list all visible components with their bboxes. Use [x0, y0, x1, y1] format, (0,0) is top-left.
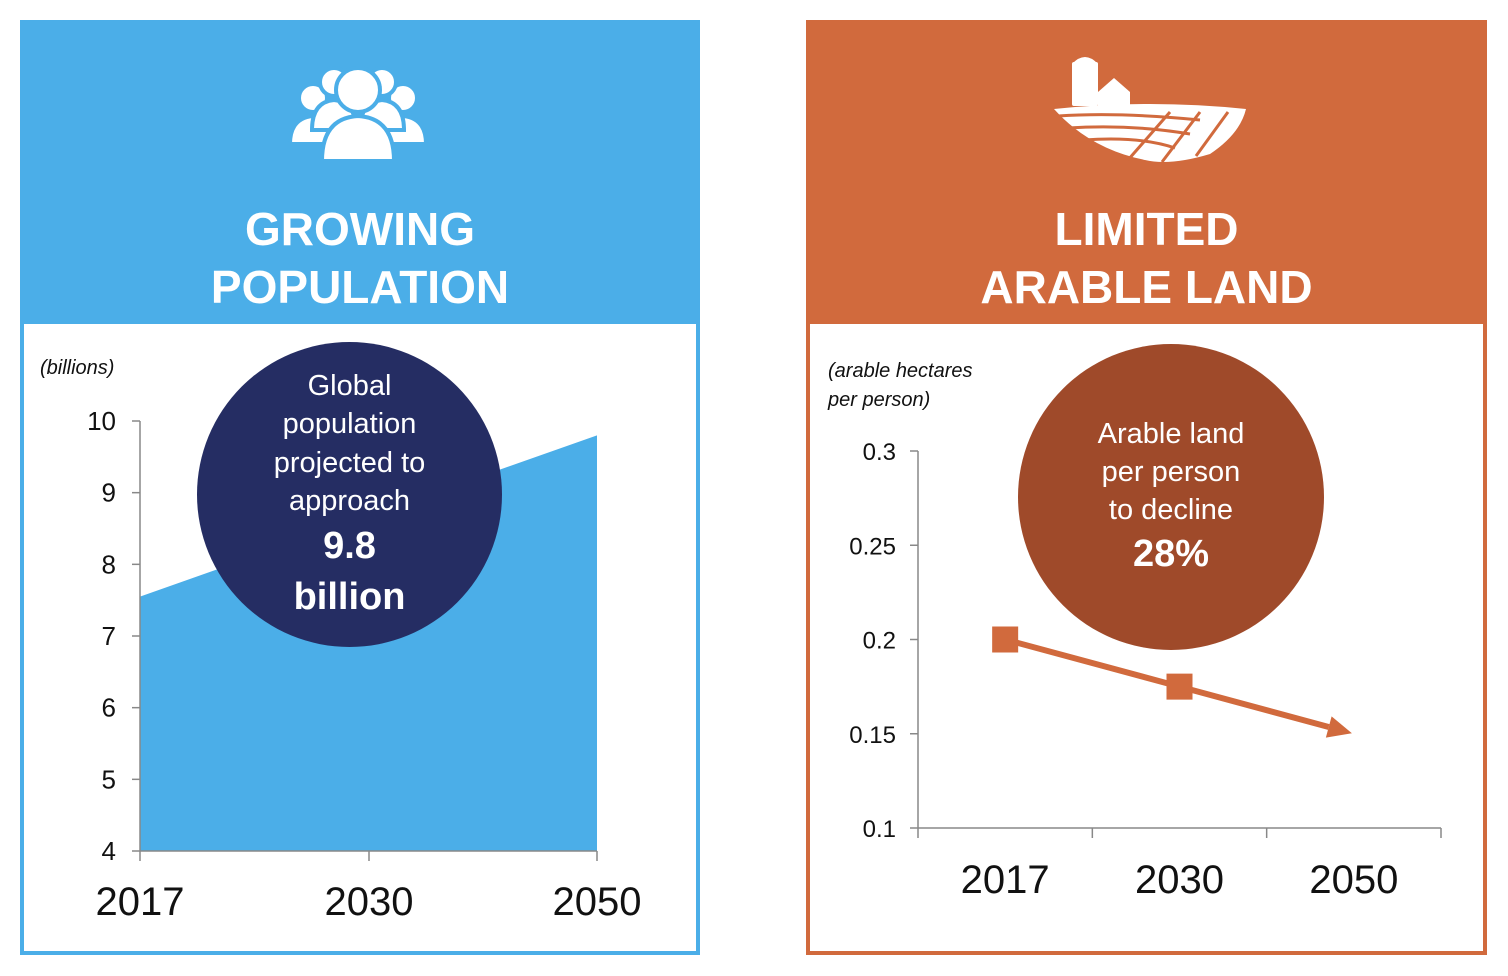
arable-land-y-tick-label: 0.3: [863, 439, 896, 466]
population-callout-unit: billion: [293, 575, 406, 618]
arable-land-x-tick-label: 2050: [1309, 858, 1398, 902]
arable-land-unit-line-1: (arable hectares: [828, 360, 973, 382]
population-y-tick-label: 4: [102, 836, 116, 866]
population-y-tick-label: 6: [102, 693, 116, 723]
population-header: GROWING POPULATION: [24, 24, 696, 324]
population-y-tick-label: 10: [87, 406, 116, 436]
population-callout-line-4: approach: [289, 485, 410, 517]
arable-land-y-tick-label: 0.25: [849, 533, 896, 560]
arable-land-callout-value: 28%: [1132, 533, 1210, 575]
arable-land-arrow-head: [1325, 716, 1352, 738]
population-callout-line-2: population: [282, 408, 417, 440]
population-x-tick-label: 2050: [553, 880, 642, 924]
arable-land-data-point: [992, 626, 1019, 653]
arable-land-unit-label: (arable hectares per person): [828, 357, 973, 415]
population-unit-label: (billions): [40, 357, 115, 379]
population-y-tick-label: 5: [102, 764, 116, 794]
population-y-tick-label: 8: [102, 549, 116, 579]
population-title-line-2: POPULATION: [210, 261, 510, 313]
arable-land-callout-line-1: Arable land: [1097, 418, 1245, 450]
arable-land-unit-line-2: per person): [828, 389, 931, 411]
population-x-tick-label: 2030: [325, 880, 414, 924]
population-callout-line-3: projected to: [273, 446, 426, 479]
arable-land-callout-line-2: per person: [1101, 456, 1241, 488]
arable-land-x-tick-label: 2017: [961, 858, 1050, 902]
arable-land-data-point: [1166, 673, 1193, 700]
arable-land-title-line-1: LIMITED: [1054, 203, 1239, 255]
arable-land-line-chart: 0.3 0.25 0.2 0.15 0.1 2017 2030 2050: [849, 439, 1442, 902]
arable-land-y-tick-label: 0.15: [849, 722, 896, 749]
arable-land-y-tick-label: 0.2: [863, 628, 896, 655]
population-x-tick-label: 2017: [96, 880, 185, 924]
arable-land-header: LIMITED ARABLE LAND: [810, 24, 1483, 324]
arable-land-callout-line-3: to decline: [1108, 494, 1234, 526]
arable-land-title-line-2: ARABLE LAND: [980, 261, 1313, 313]
population-y-tick-label: 7: [102, 621, 116, 651]
population-title-line-1: GROWING: [245, 203, 475, 255]
population-title: GROWING POPULATION: [24, 200, 696, 316]
farm-field-icon: [1054, 57, 1246, 163]
arable-land-x-tick-label: 2030: [1135, 858, 1224, 902]
population-y-tick-label: 9: [102, 478, 116, 508]
population-callout-line-1: Global: [307, 369, 392, 402]
people-group-icon: [288, 66, 428, 163]
arable-land-title: LIMITED ARABLE LAND: [810, 200, 1483, 316]
arable-land-y-tick-label: 0.1: [863, 816, 896, 843]
population-callout-bubble: Global population projected to approach …: [197, 342, 502, 647]
population-callout-value: 9.8: [323, 524, 376, 567]
arable-land-callout-bubble: Arable land per person to decline 28%: [1018, 344, 1324, 650]
